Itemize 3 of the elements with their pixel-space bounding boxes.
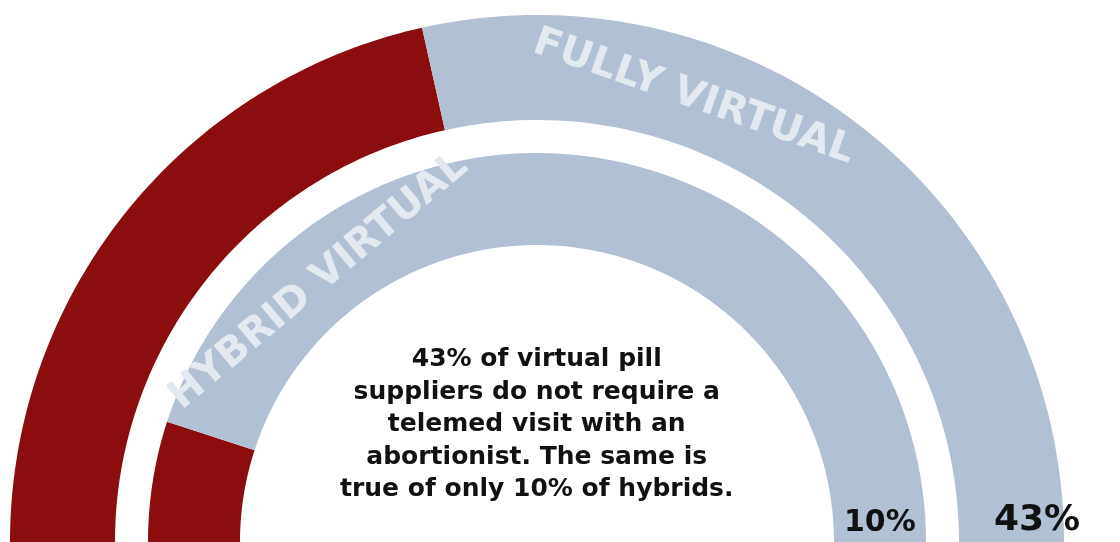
text: 10% (844, 503, 916, 538)
text: 43% of virtual pill suppliers do not require a telemed visit with an abortionist. The same is true of only 10% of hybrids. (340, 343, 734, 502)
text: 43% (994, 497, 1081, 538)
